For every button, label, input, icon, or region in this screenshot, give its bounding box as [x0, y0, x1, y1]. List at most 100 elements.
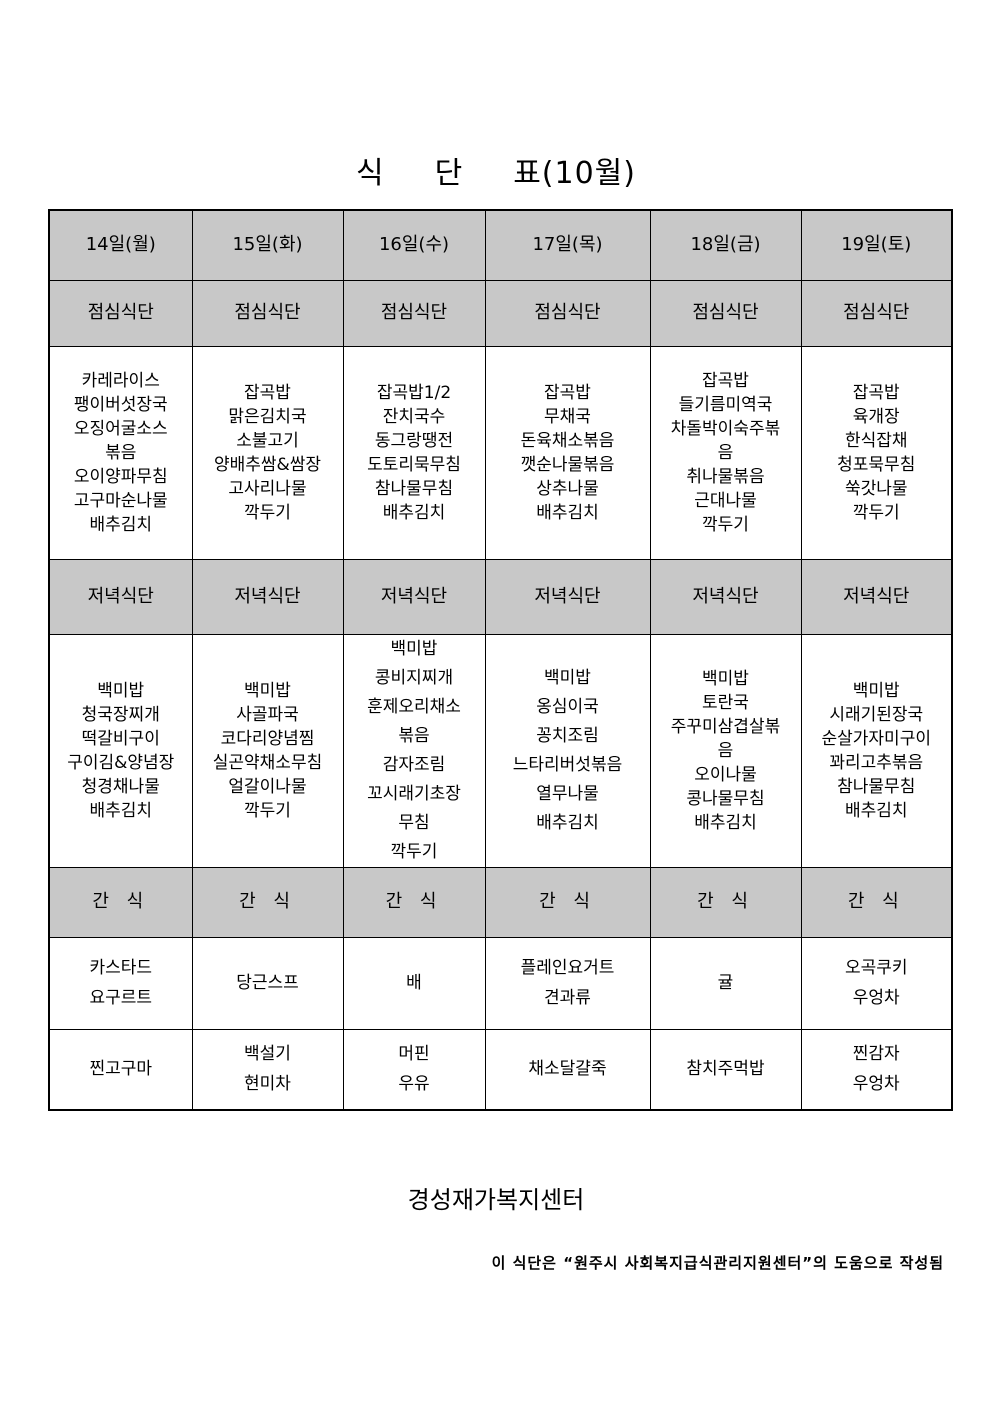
dinner-label: 저녁식단: [342, 558, 486, 635]
menu-item: 배추김치: [536, 812, 599, 833]
menu-item: 양배추쌈&쌈장: [213, 454, 322, 475]
menu-item: 백미밥: [544, 667, 591, 688]
menu-item: 오징어굴소스: [73, 418, 168, 439]
snack-cell: 귤: [649, 936, 802, 1030]
menu-item: 배추김치: [694, 812, 757, 833]
dinner-label: 저녁식단: [484, 558, 651, 635]
menu-item: 감자조림: [382, 754, 446, 775]
menu-item: 현미차: [244, 1074, 291, 1095]
title-part: 단: [434, 156, 464, 191]
menu-item: 콩비지찌개: [374, 667, 454, 688]
snack-cell: 참치주먹밥: [649, 1028, 802, 1111]
lunch-menu-cell: 잡곡밥 육개장 한식잡채 청포묵무침 쑥갓나물 깍두기: [800, 345, 953, 560]
menu-item: 잡곡밥: [244, 382, 291, 403]
menu-item: 잡곡밥: [852, 382, 900, 403]
menu-item: 오이나물: [694, 764, 757, 785]
menu-item: 우엉차: [852, 1074, 900, 1095]
day-header: 19일(토): [800, 209, 953, 281]
menu-item: 견과류: [544, 988, 591, 1008]
menu-item: 구이김&양념장: [67, 752, 175, 773]
menu-item: 오이양파무침: [73, 466, 168, 487]
dinner-label: 저녁식단: [191, 558, 344, 635]
menu-item: 도토리묵무침: [367, 454, 461, 475]
menu-item: 청국장찌개: [81, 704, 160, 725]
menu-item: 찐감자: [852, 1044, 900, 1065]
menu-item: 청경채나물: [81, 776, 160, 797]
menu-item: 백미밥: [390, 638, 438, 659]
dinner-menu-cell: 백미밥 토란국 주꾸미삼겹살볶 음 오이나물 콩나물무침 배추김치: [649, 633, 802, 868]
menu-item: 순살가자미구이: [821, 728, 931, 749]
menu-item: 소불고기: [236, 430, 299, 451]
snack-cell: 카스타드 요구르트: [48, 936, 193, 1030]
snack-cell: 머핀 우유: [342, 1028, 486, 1111]
menu-item: 고사리나물: [228, 478, 307, 499]
dinner-label: 저녁식단: [800, 558, 953, 635]
menu-item: 음: [717, 442, 734, 463]
organization-name: 경성재가복지센터: [407, 1186, 585, 1214]
menu-item: 상추나물: [536, 478, 599, 499]
lunch-menu-row: 카레라이스 팽이버섯장국 오징어굴소스 볶음 오이양파무침 고구마순나물 배추김치 잡곡밥 맑은…: [48, 345, 953, 560]
menu-item: 깍두기: [244, 800, 291, 821]
menu-item: 주꾸미삼겹살볶: [670, 716, 781, 737]
lunch-label: 점심식단: [484, 279, 651, 347]
day-header-row: 14일(월) 15일(화) 16일(수) 17일(목) 18일(금) 19일(토): [48, 209, 953, 281]
menu-item: 육개장: [852, 406, 900, 427]
menu-item: 백미밥: [702, 668, 749, 689]
menu-item: 배추김치: [382, 502, 446, 523]
day-header: 17일(목): [484, 209, 651, 281]
menu-item: 꽈리고추볶음: [829, 752, 924, 773]
dinner-menu-cell: 백미밥 콩비지찌개 훈제오리채소 볶음 감자조림 꼬시래기초장 무침 깍두기: [342, 633, 486, 868]
menu-item: 배추김치: [536, 502, 599, 523]
menu-item: 백미밥: [244, 680, 291, 701]
snack-label: 간 식: [484, 866, 651, 938]
menu-item: 청포묵무침: [837, 454, 916, 475]
lunch-menu-cell: 잡곡밥 무채국 돈육채소볶음 깻순나물볶음 상추나물 배추김치: [484, 345, 651, 560]
lunch-menu-cell: 카레라이스 팽이버섯장국 오징어굴소스 볶음 오이양파무침 고구마순나물 배추김치: [48, 345, 193, 560]
menu-item: 옹심이국: [536, 696, 599, 717]
menu-item: 오곡쿠키: [844, 958, 908, 978]
menu-item: 머핀: [398, 1044, 430, 1065]
menu-item: 열무나물: [536, 783, 599, 804]
menu-item: 시래기된장국: [829, 704, 924, 725]
menu-item: 떡갈비구이: [81, 728, 160, 749]
menu-item: 볶음: [105, 442, 137, 463]
menu-item: 꼬시래기초장: [367, 783, 461, 804]
dinner-label: 저녁식단: [48, 558, 193, 635]
menu-item: 깻순나물볶음: [520, 454, 615, 475]
lunch-label: 점심식단: [800, 279, 953, 347]
menu-item: 차돌박이숙주볶: [670, 418, 781, 439]
title-part: 식: [355, 156, 385, 191]
menu-table: 14일(월) 15일(화) 16일(수) 17일(목) 18일(금) 19일(토) 점심식단…: [48, 209, 953, 1111]
menu-item: 고구마순나물: [73, 490, 168, 511]
menu-item: 잡곡밥1/2: [376, 382, 452, 403]
snack-am-row: 카스타드 요구르트 당근스프 배 플레인요거트 견과류 귤 오곡쿠키 우엉차: [48, 936, 953, 1030]
menu-item: 귤: [717, 973, 734, 993]
menu-item: 팽이버섯장국: [73, 394, 168, 415]
menu-item: 배추김치: [844, 800, 908, 821]
snack-cell: 당근스프: [191, 936, 344, 1030]
menu-item: 요구르트: [89, 988, 153, 1008]
lunch-label: 점심식단: [649, 279, 802, 347]
lunch-label: 점심식단: [191, 279, 344, 347]
menu-item: 채소달걀죽: [528, 1059, 607, 1080]
dinner-menu-cell: 백미밥 옹심이국 꽁치조림 느타리버섯볶음 열무나물 배추김치: [484, 633, 651, 868]
snack-cell: 찐고구마: [48, 1028, 193, 1111]
menu-item: 얼갈이나물: [228, 776, 307, 797]
menu-item: 꽁치조림: [536, 725, 599, 746]
dinner-menu-cell: 백미밥 사골파국 코다리양념찜 실곤약채소무침 얼갈이나물 깍두기: [191, 633, 344, 868]
dinner-label-row: 저녁식단 저녁식단 저녁식단 저녁식단 저녁식단 저녁식단: [48, 558, 953, 635]
menu-item: 맑은김치국: [228, 406, 307, 427]
menu-item: 근대나물: [694, 490, 757, 511]
menu-item: 한식잡채: [844, 430, 908, 451]
lunch-label: 점심식단: [342, 279, 486, 347]
menu-item: 들기름미역국: [678, 394, 773, 415]
lunch-label: 점심식단: [48, 279, 193, 347]
snack-cell: 배: [342, 936, 486, 1030]
menu-item: 잔치국수: [382, 406, 446, 427]
menu-item: 잡곡밥: [544, 382, 591, 403]
menu-item: 당근스프: [236, 973, 299, 993]
lunch-menu-cell: 잡곡밥1/2 잔치국수 동그랑땡전 도토리묵무침 참나물무침 배추김치: [342, 345, 486, 560]
snack-cell: 오곡쿠키 우엉차: [800, 936, 953, 1030]
